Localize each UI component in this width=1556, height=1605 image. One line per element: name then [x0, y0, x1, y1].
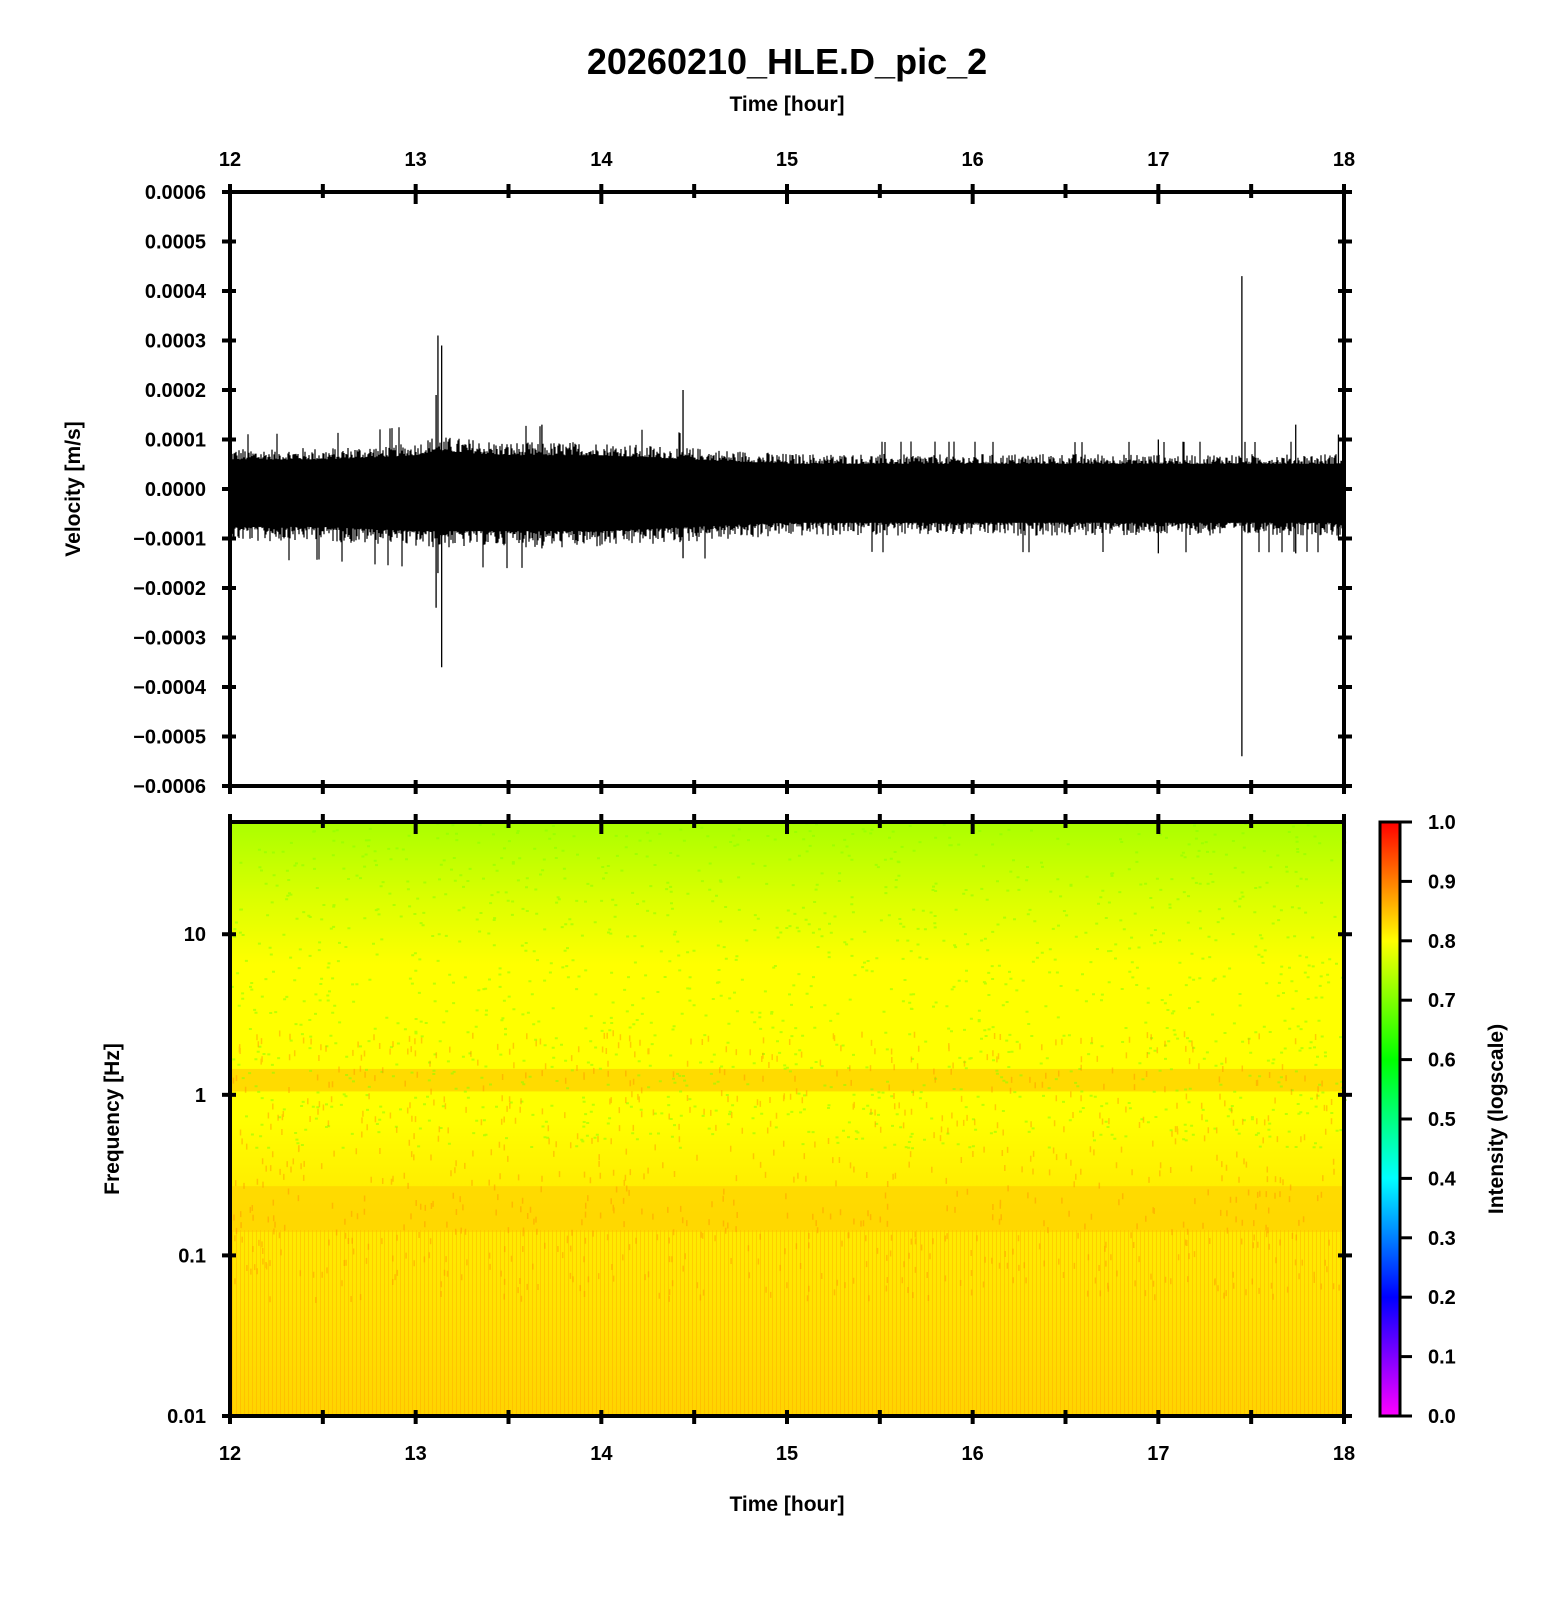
- spectrogram-x-tick-label-bottom: 18: [1333, 1443, 1355, 1465]
- waveform-panel: 0.0006 0.0005 0.0004 0.0003 0.0002 0.0001 0.00…: [62, 149, 1355, 798]
- spectrogram-x-tick-label-bottom: 12: [219, 1443, 241, 1465]
- waveform-core: [230, 462, 1344, 519]
- waveform-y-tick-label: 0.0006: [145, 182, 206, 204]
- spectrogram-speckles-warm: [229, 1030, 1340, 1303]
- spectrogram-band-1hz: [230, 1068, 1344, 1092]
- spectrogram-texture: [230, 1230, 1344, 1416]
- colorbar-tick-label: 0.2: [1428, 1287, 1456, 1309]
- colorbar-tick-label: 0.7: [1428, 990, 1456, 1012]
- spectrogram-x-axis-title: Time [hour]: [729, 1493, 844, 1516]
- waveform-y-tick-label: −0.0001: [133, 529, 206, 551]
- waveform-y-tick-label: 0.0002: [145, 380, 206, 402]
- spectrogram-y-tick-label: 0.1: [178, 1245, 206, 1267]
- colorbar-gradient: [1378, 820, 1402, 1418]
- waveform-y-tick-label: −0.0005: [133, 727, 206, 749]
- top-x-axis-title: Time [hour]: [729, 93, 844, 116]
- colorbar-title: Intensity (logscale): [1485, 1024, 1508, 1214]
- waveform-y-tick-label: 0.0001: [145, 430, 206, 452]
- waveform-x-tick-label-top: 12: [219, 149, 241, 171]
- waveform-y-tick-label: −0.0006: [133, 776, 206, 798]
- waveform-x-tick-label-top: 13: [405, 149, 427, 171]
- colorbar-tick-label: 0.0: [1428, 1406, 1456, 1428]
- spectrogram-band-0.2hz: [230, 1186, 1344, 1232]
- colorbar-tick-label: 0.5: [1428, 1109, 1456, 1131]
- spectrogram-x-tick-label-bottom: 13: [405, 1443, 427, 1465]
- waveform-y-tick-label: 0.0000: [145, 479, 206, 501]
- colorbar-tick-label: 0.6: [1428, 1050, 1456, 1072]
- waveform-y-tick-label: −0.0003: [133, 628, 206, 650]
- chart-title: 20260210_HLE.D_pic_2: [587, 41, 987, 82]
- waveform-y-tick-label: 0.0004: [145, 281, 207, 303]
- waveform-y-tick-label: 0.0005: [145, 232, 206, 254]
- waveform-x-tick-label-top: 18: [1333, 149, 1355, 171]
- spectrogram-y-tick-label: 1: [195, 1085, 206, 1107]
- waveform-y-tick-label: 0.0003: [145, 331, 206, 353]
- waveform-x-tick-label-top: 17: [1147, 149, 1169, 171]
- spectrogram-speckles: [230, 821, 1347, 1150]
- colorbar-tick-label: 0.8: [1428, 931, 1456, 953]
- colorbar-tick-label: 0.4: [1428, 1168, 1457, 1190]
- waveform-x-tick-label-top: 16: [962, 149, 984, 171]
- colorbar-tick-label: 0.1: [1428, 1347, 1456, 1369]
- spectrogram-y-tick-label: 10: [184, 924, 206, 946]
- colorbar-tick-label: 0.9: [1428, 871, 1456, 893]
- colorbar: 1.0 0.9 0.8 0.7 0.6 0.5 0.4 0.3 0.2 0.1 0.0 Intens…: [1378, 812, 1508, 1428]
- spectrogram-x-tick-label-bottom: 15: [776, 1443, 798, 1465]
- waveform-y-tick-label: −0.0004: [133, 677, 207, 699]
- colorbar-tick-label: 0.3: [1428, 1228, 1456, 1250]
- waveform-y-axis-title: Velocity [m/s]: [62, 421, 85, 556]
- spectrogram-y-axis-title: Frequency [Hz]: [101, 1043, 124, 1195]
- spectrogram-x-tick-label-bottom: 17: [1147, 1443, 1169, 1465]
- spectrogram-panel: 10 1 0.1 0.01 12 13 14 15 16 17 18 Time [hour] Fr…: [101, 814, 1355, 1516]
- spectrogram-x-tick-label-bottom: 16: [962, 1443, 984, 1465]
- spectrogram-x-tick-label-bottom: 14: [590, 1443, 613, 1465]
- waveform-y-tick-label: −0.0002: [133, 578, 206, 600]
- spectrogram-y-tick-label: 0.01: [167, 1406, 206, 1428]
- waveform-x-tick-label-top: 15: [776, 149, 798, 171]
- waveform-x-tick-label-top: 14: [590, 149, 613, 171]
- colorbar-tick-label: 1.0: [1428, 812, 1456, 834]
